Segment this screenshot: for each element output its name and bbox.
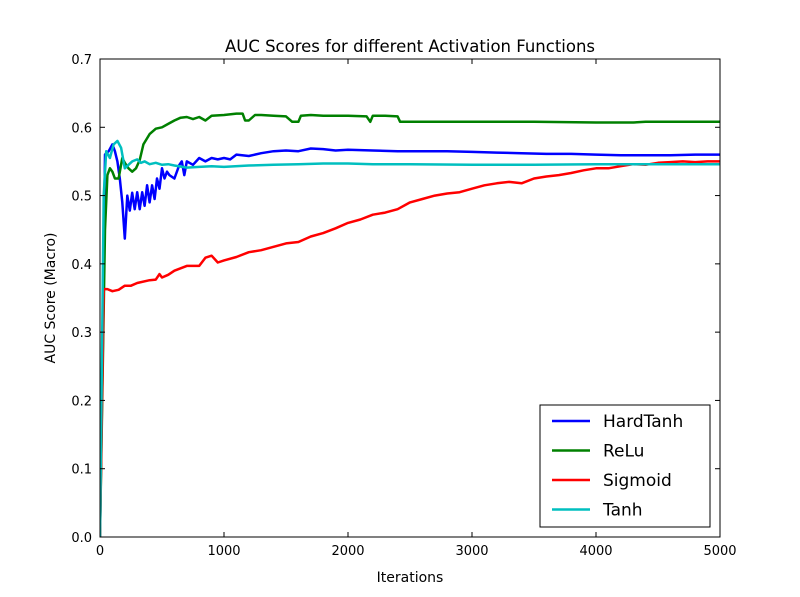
legend-label-sigmoid: Sigmoid [603,471,672,491]
y-tick-label: 0.2 [71,394,92,409]
y-tick-label: 0.6 [71,121,92,136]
legend-frame [539,404,711,528]
x-axis-title: Iterations [377,570,444,586]
series-line-tanh [100,139,720,537]
legend: HardTanh ReLu Sigmoid Tanh [539,404,711,528]
x-tick-label: 1000 [207,544,240,559]
legend-items: HardTanh ReLu Sigmoid Tanh [552,412,683,521]
series-line-relu [100,112,720,537]
ticks-layer: 0 1000 2000 3000 4000 5000 0.0 0.1 0.2 0.3 0.4 0.5 0… [71,53,736,559]
plot-area: 0 1000 2000 3000 4000 5000 0.0 0.1 0.2 0.3 0.4 0.5 0… [71,53,736,559]
chart-title: AUC Scores for different Activation Func… [225,37,595,56]
x-tick-label: 5000 [703,544,736,559]
y-tick-label: 0.0 [71,531,92,546]
y-tick-label: 0.5 [71,190,92,205]
y-tick-label: 0.7 [71,53,92,68]
series-line-hardtanh [100,143,720,537]
x-tick-label: 4000 [579,544,612,559]
y-tick-label: 0.3 [71,326,92,341]
legend-label-hardtanh: HardTanh [603,412,683,432]
x-tick-label: 2000 [331,544,364,559]
legend-label-tanh: Tanh [602,501,643,521]
y-axis-title: AUC Score (Macro) [43,232,59,363]
x-tick-label: 3000 [455,544,488,559]
series-line-sigmoid [100,160,720,537]
y-tick-label: 0.1 [71,463,92,478]
plot-frame [99,58,721,538]
legend-label-relu: ReLu [603,442,644,462]
x-tick-label: 0 [96,544,104,559]
series-layer [100,112,720,537]
y-tick-label: 0.4 [71,258,92,273]
